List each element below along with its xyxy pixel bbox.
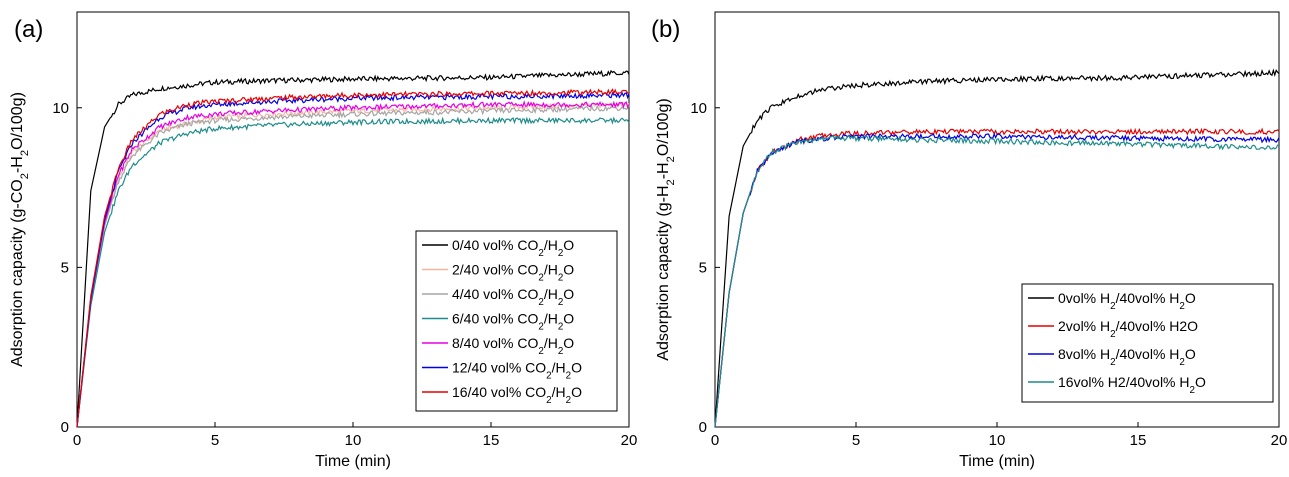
- y-tick-label: 5: [61, 259, 69, 276]
- series-line: [76, 88, 630, 428]
- y-tick-label: 0: [61, 419, 69, 436]
- legend-entry: 0/40 vol% CO2/H2O: [452, 237, 574, 259]
- chart-panel-a: (a) 0 5 10 15 20 0 5 10 Time (min) Adsorption capa…: [9, 11, 638, 470]
- y-tick-label: 10: [52, 100, 69, 117]
- y-tick-label: 5: [699, 259, 707, 276]
- legend: 0vol% H2/40vol% H2O 2vol% H2/40vol% H2O 8v…: [1021, 283, 1274, 403]
- series-line: [714, 68, 1280, 428]
- legend-entry: 6/40 vol% CO2/H2O: [452, 311, 574, 333]
- x-axis-label: Time (min): [959, 453, 1035, 470]
- series-line: [714, 132, 1280, 428]
- y-tick-label: 0: [699, 419, 707, 436]
- legend-entry: 16/40 vol% CO2/H2O: [452, 384, 582, 406]
- series-line: [76, 116, 630, 428]
- x-tick-label: 15: [483, 432, 500, 449]
- x-tick-label: 0: [73, 432, 81, 449]
- legend-entry: 4/40 vol% CO2/H2O: [452, 286, 574, 308]
- chart-panel-b: (b) 0 5 10 15 20 0 5 10 Time (min) Adsorption capa…: [651, 11, 1288, 470]
- legend-entry: 2/40 vol% CO2/H2O: [452, 262, 574, 284]
- x-tick-label: 10: [989, 432, 1006, 449]
- y-axis-label: Adsorption capacity (g-CO2-H2O/100g): [9, 92, 31, 367]
- legend-entry: 16vol% H2/40vol% H2O: [1058, 374, 1206, 396]
- x-tick-label: 15: [1130, 432, 1147, 449]
- series-line: [714, 127, 1280, 428]
- x-tick-label: 20: [1271, 432, 1288, 449]
- x-tick-label: 10: [345, 432, 362, 449]
- x-axis-label: Time (min): [315, 453, 391, 470]
- legend-entry: 8/40 vol% CO2/H2O: [452, 335, 574, 357]
- x-tick-label: 0: [711, 432, 719, 449]
- series-line: [76, 69, 630, 428]
- legend-entry: 8vol% H2/40vol% H2O: [1058, 346, 1196, 368]
- legend-box: [415, 230, 618, 412]
- x-tick-label: 5: [852, 432, 860, 449]
- panel-label: (a): [14, 16, 43, 43]
- y-axis-label: Adsorption capacity (g-H2-H2O/100g): [655, 98, 677, 360]
- x-tick-label: 20: [621, 432, 638, 449]
- legend-entry: 0vol% H2/40vol% H2O: [1058, 290, 1196, 312]
- legend-box: [1021, 283, 1274, 403]
- series-line: [714, 134, 1280, 428]
- legend-entry: 12/40 vol% CO2/H2O: [452, 360, 582, 382]
- series-line: [76, 99, 630, 428]
- x-tick-label: 5: [211, 432, 219, 449]
- legend-entry: 2vol% H2/40vol% H2O: [1058, 318, 1198, 340]
- panel-label: (b): [651, 16, 680, 43]
- series-line: [76, 104, 630, 428]
- y-tick-label: 10: [690, 100, 707, 117]
